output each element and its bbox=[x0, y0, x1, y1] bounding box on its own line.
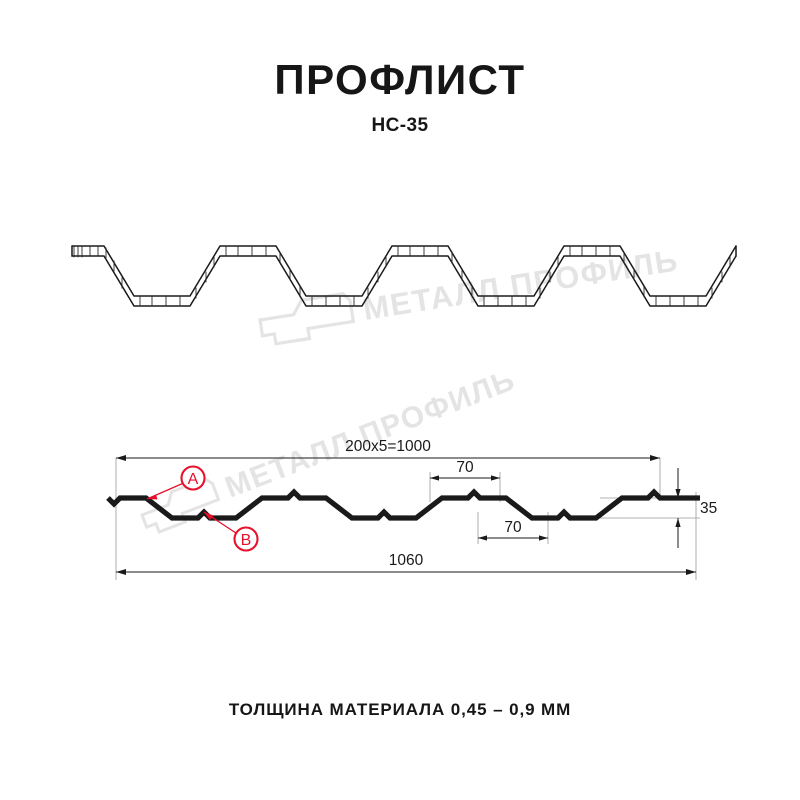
callout-a: A bbox=[146, 465, 206, 500]
dimension-total-width-label: 1060 bbox=[389, 552, 424, 569]
cross-section-svg: МЕТАЛЛ ПРОФИЛЬ 200x5=1000 bbox=[106, 363, 717, 580]
cross-section-drawing: МЕТАЛЛ ПРОФИЛЬ 200x5=1000 bbox=[100, 363, 720, 600]
product-model-subtitle: НС-35 bbox=[371, 115, 429, 137]
dimension-total-width: 1060 bbox=[116, 552, 696, 575]
callout-a-circle bbox=[180, 465, 206, 491]
callout-b-circle bbox=[233, 526, 259, 552]
watermark-metall-profil-bottom: МЕТАЛЛ ПРОФИЛЬ bbox=[140, 363, 520, 534]
dimension-pitch: 200x5=1000 bbox=[116, 438, 660, 461]
page-title: ПРОФЛИСТ bbox=[274, 56, 526, 103]
callout-b-label: B bbox=[241, 532, 252, 549]
profile-section-path bbox=[106, 488, 700, 521]
header: ПРОФЛИСТ НС-35 bbox=[0, 56, 800, 137]
dimension-height: 35 bbox=[675, 468, 717, 548]
footer: ТОЛЩИНА МАТЕРИАЛА 0,45 – 0,9 ММ bbox=[0, 700, 800, 720]
watermark-metall-profil-top: МЕТАЛЛ ПРОФИЛЬ bbox=[258, 242, 681, 346]
dimension-valley-width-label: 70 bbox=[504, 519, 522, 536]
isometric-profile-svg: МЕТАЛЛ ПРОФИЛЬ bbox=[71, 242, 737, 346]
iso-sheet-body bbox=[71, 245, 737, 307]
material-thickness-note: ТОЛЩИНА МАТЕРИАЛА 0,45 – 0,9 ММ bbox=[228, 700, 572, 719]
watermark-text-bottom: МЕТАЛЛ ПРОФИЛЬ bbox=[221, 363, 520, 504]
dimension-crest-width: 70 bbox=[430, 459, 500, 481]
dimension-crest-width-label: 70 bbox=[456, 459, 474, 476]
dimension-height-label: 35 bbox=[700, 500, 717, 517]
callout-b: B bbox=[203, 511, 259, 552]
iso-rule-lines bbox=[73, 245, 731, 307]
dimension-pitch-label: 200x5=1000 bbox=[345, 438, 431, 455]
isometric-profile-drawing: МЕТАЛЛ ПРОФИЛЬ bbox=[60, 200, 750, 350]
callout-a-label: A bbox=[188, 471, 199, 488]
watermark-text-top: МЕТАЛЛ ПРОФИЛЬ bbox=[361, 242, 681, 326]
dimension-valley-width: 70 bbox=[478, 519, 548, 541]
